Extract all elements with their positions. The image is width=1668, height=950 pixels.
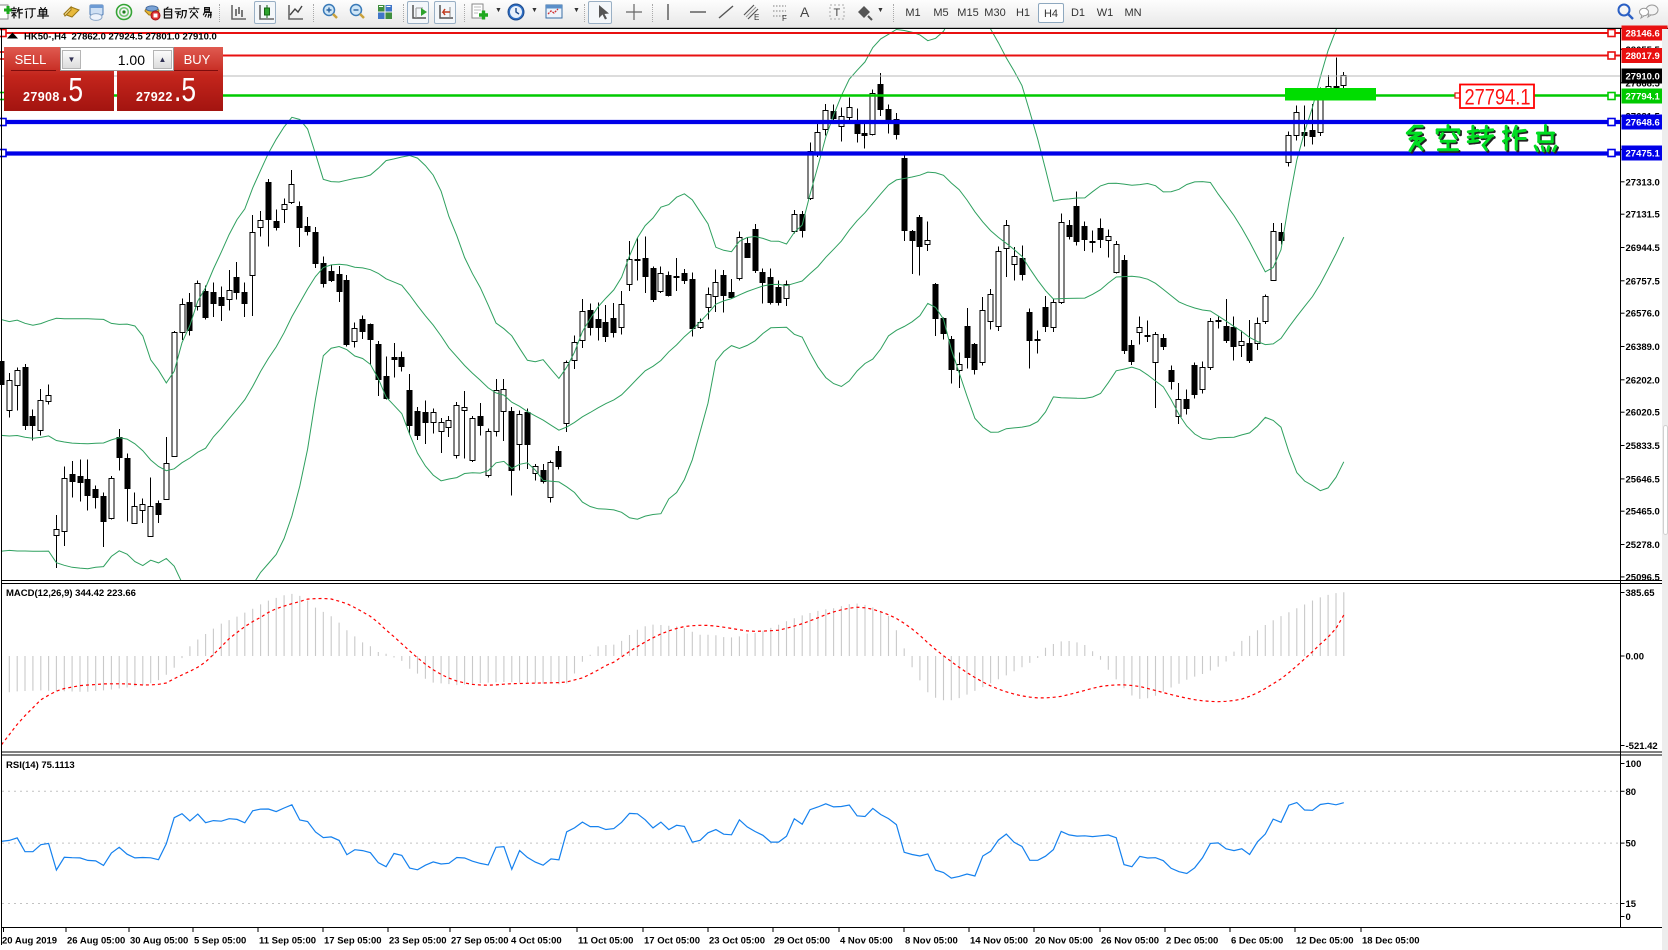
- svg-text:T: T: [834, 7, 841, 19]
- svg-text:5 Sep 05:00: 5 Sep 05:00: [194, 936, 246, 947]
- svg-text:0.00: 0.00: [1626, 652, 1645, 663]
- svg-text:23 Oct 05:00: 23 Oct 05:00: [709, 936, 765, 947]
- svg-text:25096.5: 25096.5: [1626, 572, 1661, 583]
- svg-text:28017.9: 28017.9: [1626, 51, 1660, 62]
- svg-text:26389.0: 26389.0: [1626, 342, 1660, 353]
- svg-text:27794.1: 27794.1: [1465, 85, 1531, 110]
- svg-text:30 Aug 05:00: 30 Aug 05:00: [130, 936, 188, 947]
- svg-text:385.65: 385.65: [1626, 588, 1656, 599]
- svg-text:2 Dec 05:00: 2 Dec 05:00: [1166, 936, 1218, 947]
- svg-text:0: 0: [1626, 912, 1631, 923]
- svg-text:6 Dec 05:00: 6 Dec 05:00: [1231, 936, 1283, 947]
- svg-text:11 Oct 05:00: 11 Oct 05:00: [578, 936, 633, 947]
- svg-text:17 Oct 05:00: 17 Oct 05:00: [644, 936, 700, 947]
- svg-text:25465.0: 25465.0: [1626, 507, 1660, 518]
- svg-text:27868.5: 27868.5: [1626, 78, 1661, 89]
- svg-text:4 Nov 05:00: 4 Nov 05:00: [840, 936, 893, 947]
- svg-text:27131.5: 27131.5: [1626, 210, 1661, 221]
- svg-text:25278.0: 25278.0: [1626, 540, 1660, 551]
- svg-text:MACD(12,26,9) 344.42 223.66: MACD(12,26,9) 344.42 223.66: [6, 588, 136, 599]
- svg-text:26757.5: 26757.5: [1626, 276, 1661, 287]
- svg-text:26576.0: 26576.0: [1626, 309, 1660, 320]
- svg-text:11 Sep 05:00: 11 Sep 05:00: [259, 936, 316, 947]
- svg-text:29 Oct 05:00: 29 Oct 05:00: [774, 936, 830, 947]
- svg-text:50: 50: [1626, 839, 1637, 850]
- svg-text:23 Sep 05:00: 23 Sep 05:00: [389, 936, 447, 947]
- svg-text:27910.0: 27910.0: [1626, 72, 1660, 83]
- svg-text:27475.1: 27475.1: [1626, 149, 1661, 160]
- svg-text:4 Oct 05:00: 4 Oct 05:00: [511, 936, 562, 947]
- svg-text:14 Nov 05:00: 14 Nov 05:00: [970, 936, 1028, 947]
- svg-text:80: 80: [1626, 787, 1637, 798]
- svg-text:HK50-,H4 27862.0 27924.5 2780: HK50-,H4 27862.0 27924.5 27801.0 27910.0: [24, 32, 217, 43]
- svg-text:20 Aug 2019: 20 Aug 2019: [2, 936, 57, 947]
- svg-text:15: 15: [1626, 899, 1637, 910]
- svg-text:28146.6: 28146.6: [1626, 29, 1660, 40]
- svg-text:25833.5: 25833.5: [1626, 441, 1661, 452]
- svg-text:27 Sep 05:00: 27 Sep 05:00: [451, 936, 509, 947]
- svg-text:17 Sep 05:00: 17 Sep 05:00: [324, 936, 382, 947]
- svg-text:26 Aug 05:00: 26 Aug 05:00: [67, 936, 125, 947]
- svg-text:-521.42: -521.42: [1626, 741, 1658, 752]
- svg-text:26944.5: 26944.5: [1626, 243, 1661, 254]
- svg-text:8 Nov 05:00: 8 Nov 05:00: [905, 936, 958, 947]
- svg-text:RSI(14) 75.1113: RSI(14) 75.1113: [6, 760, 75, 771]
- svg-text:27794.1: 27794.1: [1626, 92, 1661, 103]
- svg-text:25646.5: 25646.5: [1626, 474, 1661, 485]
- svg-text:F: F: [782, 14, 787, 23]
- svg-text:100: 100: [1626, 759, 1642, 770]
- svg-text:20 Nov 05:00: 20 Nov 05:00: [1035, 936, 1093, 947]
- svg-text:26 Nov 05:00: 26 Nov 05:00: [1101, 936, 1159, 947]
- svg-text:12 Dec 05:00: 12 Dec 05:00: [1296, 936, 1354, 947]
- svg-text:26202.0: 26202.0: [1626, 375, 1660, 386]
- svg-text:27648.6: 27648.6: [1626, 118, 1660, 129]
- svg-text:27313.0: 27313.0: [1626, 177, 1660, 188]
- svg-text:E: E: [754, 13, 759, 22]
- svg-text:26020.5: 26020.5: [1626, 408, 1661, 419]
- svg-text:18 Dec 05:00: 18 Dec 05:00: [1362, 936, 1420, 947]
